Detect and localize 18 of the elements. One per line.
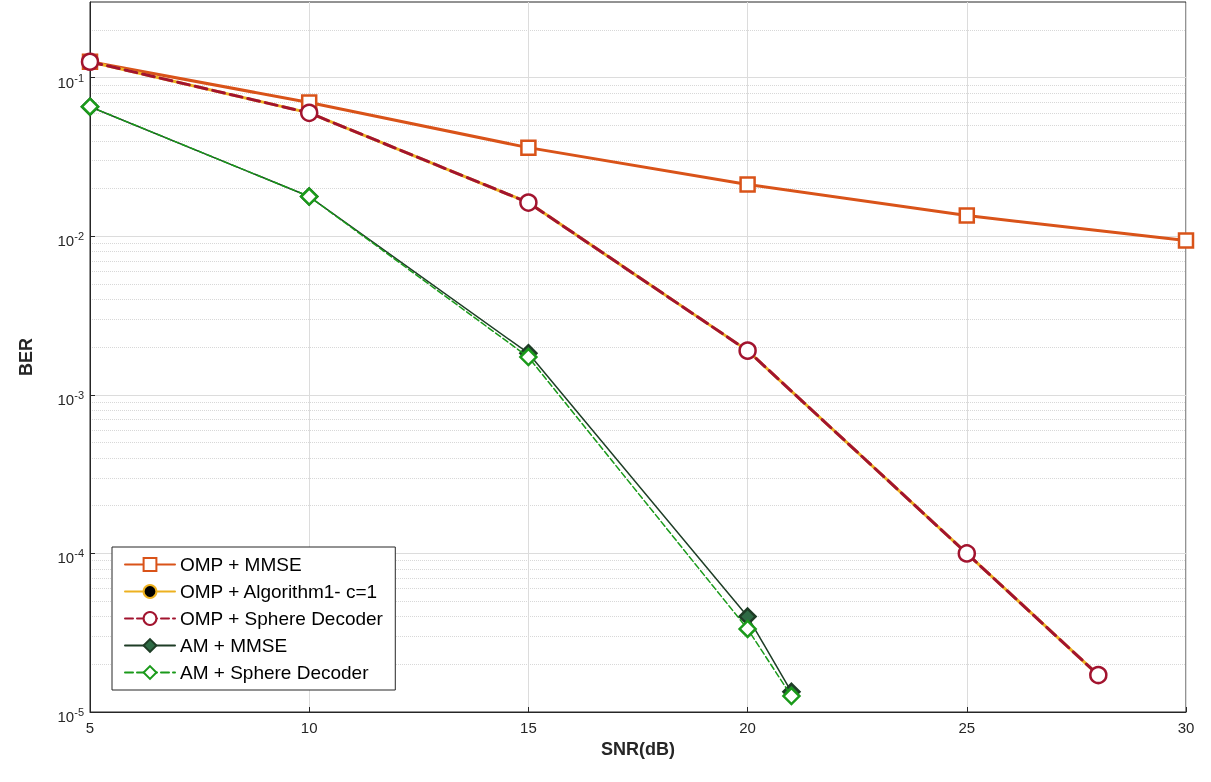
y-tick-label: 10$^{-4}$ (57, 546, 84, 569)
legend-label: AM + MMSE (180, 635, 288, 656)
y-tick-label: 10$^{-5}$ (57, 705, 84, 727)
x-tick-label: 10 (300, 719, 318, 736)
y-axis-title: BER (16, 337, 36, 377)
y-tick-label: 10$^{-2}$ (57, 229, 84, 252)
x-axis-title: SNR(dB) (601, 738, 675, 759)
legend-label: OMP + Algorithm1- c=1 (180, 581, 378, 602)
y-tick-label: 10$^{-1}$ (57, 70, 84, 93)
x-tick-label: 20 (739, 719, 756, 736)
legend-label: OMP + Sphere Decoder (180, 608, 384, 629)
y-tick-label: 10$^{-3}$ (57, 387, 84, 410)
x-tick-label: 25 (958, 719, 976, 736)
x-tick-label: 30 (1177, 719, 1195, 736)
legend-label: OMP + MMSE (180, 554, 302, 575)
legend-label: AM + Sphere Decoder (180, 662, 370, 683)
x-tick-label: 5 (85, 719, 95, 736)
x-tick-label: 15 (520, 719, 537, 736)
